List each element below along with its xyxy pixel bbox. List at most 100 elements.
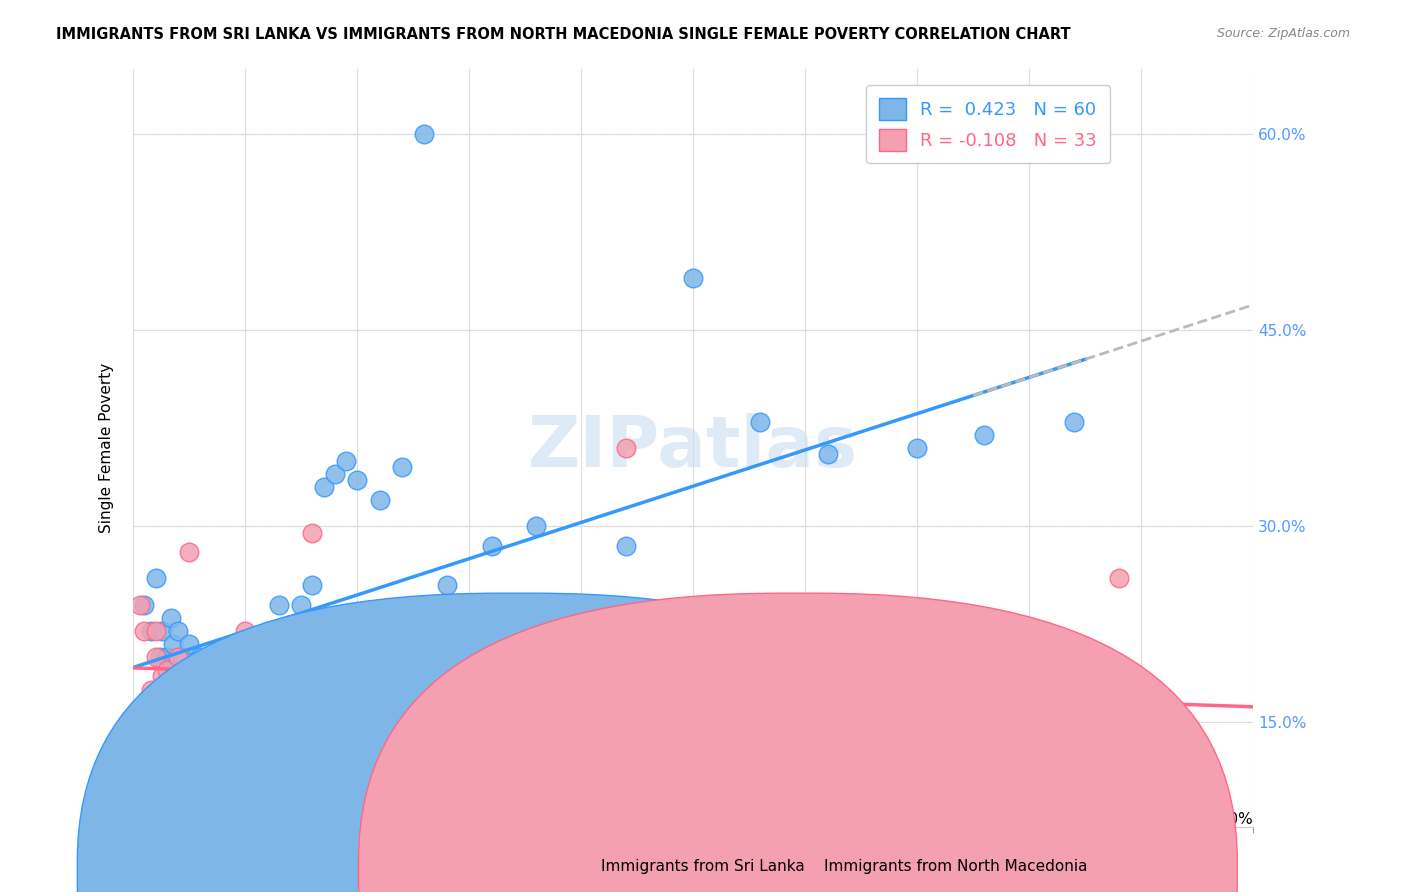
Immigrants from Sri Lanka: [368, 493, 391, 508]
Immigrants from Sri Lanka: [145, 571, 167, 585]
Immigrants from Sri Lanka: [682, 270, 704, 285]
Immigrants from Sri Lanka: [150, 624, 173, 638]
Immigrants from North Macedonia: [704, 728, 727, 742]
Immigrants from Sri Lanka: [239, 682, 262, 697]
Immigrants from Sri Lanka: [335, 454, 357, 468]
Immigrants from Sri Lanka: [458, 761, 481, 775]
Immigrants from Sri Lanka: [172, 649, 194, 664]
Immigrants from Sri Lanka: [547, 669, 569, 683]
Immigrants from Sri Lanka: [749, 415, 772, 429]
Immigrants from North Macedonia: [222, 755, 245, 769]
Immigrants from Sri Lanka: [184, 676, 207, 690]
Immigrants from North Macedonia: [614, 441, 637, 455]
Immigrants from Sri Lanka: [1063, 415, 1085, 429]
Immigrants from North Macedonia: [278, 702, 301, 716]
Immigrants from Sri Lanka: [172, 676, 194, 690]
Immigrants from North Macedonia: [346, 708, 368, 723]
Immigrants from North Macedonia: [128, 598, 150, 612]
Immigrants from Sri Lanka: [283, 669, 305, 683]
Immigrants from Sri Lanka: [162, 637, 184, 651]
Text: 0.0%: 0.0%: [134, 812, 172, 827]
Immigrants from Sri Lanka: [217, 663, 239, 677]
Immigrants from North Macedonia: [160, 676, 183, 690]
Immigrants from Sri Lanka: [301, 578, 323, 592]
Text: Source: ZipAtlas.com: Source: ZipAtlas.com: [1216, 27, 1350, 40]
Immigrants from North Macedonia: [145, 649, 167, 664]
Immigrants from Sri Lanka: [413, 127, 436, 141]
Immigrants from Sri Lanka: [179, 663, 201, 677]
Immigrants from North Macedonia: [301, 525, 323, 540]
Immigrants from Sri Lanka: [156, 649, 179, 664]
Immigrants from Sri Lanka: [167, 624, 190, 638]
Y-axis label: Single Female Poverty: Single Female Poverty: [100, 362, 114, 533]
Immigrants from Sri Lanka: [149, 649, 172, 664]
Immigrants from Sri Lanka: [200, 676, 222, 690]
Immigrants from Sri Lanka: [229, 689, 252, 703]
Immigrants from Sri Lanka: [200, 657, 222, 671]
Immigrants from Sri Lanka: [188, 649, 211, 664]
Immigrants from Sri Lanka: [222, 637, 245, 651]
Immigrants from Sri Lanka: [312, 480, 335, 494]
Legend: R =  0.423   N = 60, R = -0.108   N = 33: R = 0.423 N = 60, R = -0.108 N = 33: [866, 85, 1109, 163]
Text: ZIPatlas: ZIPatlas: [529, 413, 858, 483]
Immigrants from North Macedonia: [167, 649, 190, 664]
Immigrants from Sri Lanka: [194, 696, 217, 710]
Immigrants from Sri Lanka: [211, 696, 233, 710]
Immigrants from North Macedonia: [211, 728, 233, 742]
Text: 5.0%: 5.0%: [1215, 812, 1253, 827]
Immigrants from North Macedonia: [973, 787, 995, 801]
Immigrants from North Macedonia: [524, 747, 547, 762]
Immigrants from North Macedonia: [134, 624, 156, 638]
Immigrants from Sri Lanka: [973, 427, 995, 442]
Immigrants from Sri Lanka: [245, 696, 267, 710]
Immigrants from Sri Lanka: [592, 649, 614, 664]
Immigrants from North Macedonia: [323, 708, 346, 723]
Immigrants from North Macedonia: [391, 649, 413, 664]
Immigrants from Sri Lanka: [195, 682, 218, 697]
Immigrants from Sri Lanka: [614, 539, 637, 553]
Immigrants from North Macedonia: [839, 800, 862, 814]
Immigrants from North Macedonia: [172, 682, 194, 697]
Immigrants from Sri Lanka: [346, 474, 368, 488]
Text: Immigrants from Sri Lanka: Immigrants from Sri Lanka: [602, 859, 804, 874]
Immigrants from Sri Lanka: [233, 669, 256, 683]
Text: Immigrants from North Macedonia: Immigrants from North Macedonia: [824, 859, 1088, 874]
Immigrants from North Macedonia: [1108, 571, 1130, 585]
Immigrants from Sri Lanka: [267, 598, 290, 612]
Immigrants from Sri Lanka: [183, 702, 205, 716]
Immigrants from North Macedonia: [167, 669, 190, 683]
Immigrants from Sri Lanka: [188, 682, 211, 697]
Immigrants from Sri Lanka: [211, 682, 233, 697]
Text: IMMIGRANTS FROM SRI LANKA VS IMMIGRANTS FROM NORTH MACEDONIA SINGLE FEMALE POVER: IMMIGRANTS FROM SRI LANKA VS IMMIGRANTS …: [56, 27, 1071, 42]
Immigrants from North Macedonia: [188, 708, 211, 723]
Immigrants from North Macedonia: [145, 624, 167, 638]
Immigrants from Sri Lanka: [139, 624, 162, 638]
Immigrants from North Macedonia: [179, 545, 201, 559]
Immigrants from Sri Lanka: [323, 467, 346, 481]
Immigrants from Sri Lanka: [481, 539, 503, 553]
Immigrants from Sri Lanka: [188, 663, 211, 677]
Immigrants from North Macedonia: [149, 682, 172, 697]
Immigrants from Sri Lanka: [205, 649, 228, 664]
Immigrants from Sri Lanka: [817, 447, 839, 461]
Immigrants from North Macedonia: [256, 682, 278, 697]
Immigrants from North Macedonia: [150, 669, 173, 683]
Immigrants from North Macedonia: [156, 663, 179, 677]
Immigrants from North Macedonia: [139, 682, 162, 697]
Immigrants from North Macedonia: [458, 708, 481, 723]
Immigrants from Sri Lanka: [905, 441, 928, 455]
Immigrants from Sri Lanka: [252, 649, 274, 664]
Immigrants from North Macedonia: [194, 696, 217, 710]
Immigrants from Sri Lanka: [278, 682, 301, 697]
Immigrants from Sri Lanka: [256, 624, 278, 638]
Immigrants from North Macedonia: [200, 682, 222, 697]
Immigrants from Sri Lanka: [391, 460, 413, 475]
Immigrants from Sri Lanka: [524, 519, 547, 533]
Immigrants from Sri Lanka: [160, 610, 183, 624]
Immigrants from North Macedonia: [233, 624, 256, 638]
Immigrants from Sri Lanka: [167, 663, 190, 677]
Immigrants from Sri Lanka: [134, 598, 156, 612]
Immigrants from Sri Lanka: [436, 578, 458, 592]
Immigrants from Sri Lanka: [290, 598, 312, 612]
Immigrants from Sri Lanka: [179, 637, 201, 651]
